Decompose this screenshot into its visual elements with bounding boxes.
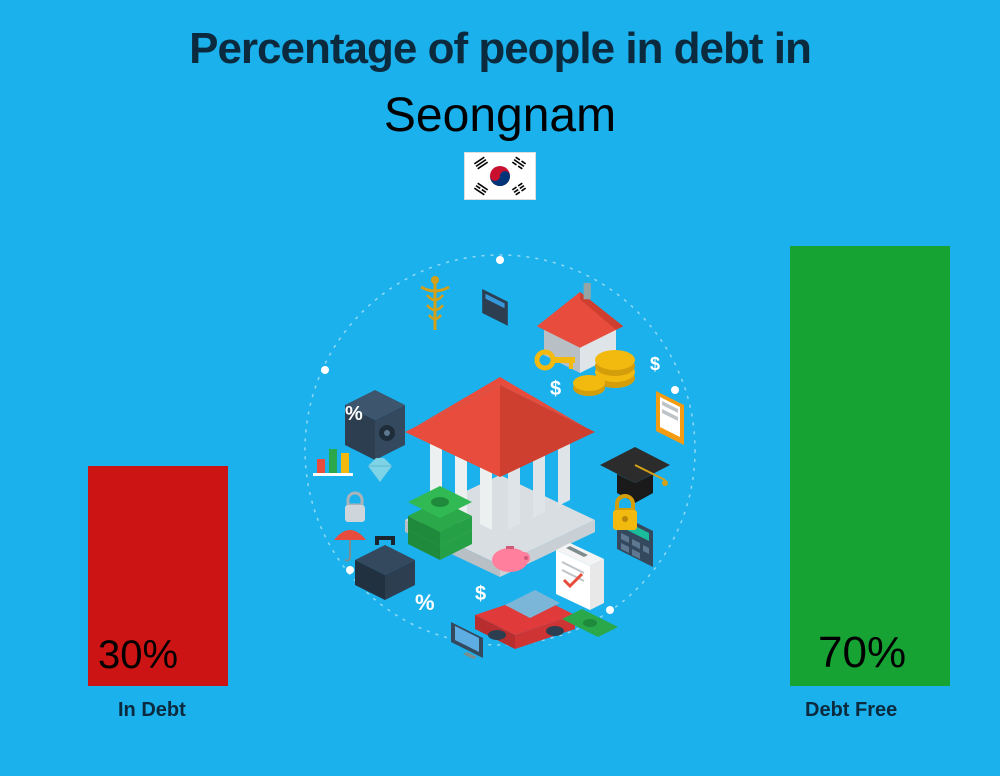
bar-chart-icon (313, 449, 353, 476)
korea-flag-icon (464, 152, 536, 200)
finance-illustration-icon: % % $ $ $ (280, 230, 720, 670)
bar-debt-free: 70% (790, 246, 950, 686)
padlock-gold-icon (613, 496, 637, 530)
bar-in-debt-label: In Debt (118, 699, 186, 722)
clipboard-icon (556, 543, 604, 610)
caduceus-icon (421, 276, 449, 330)
graduation-cap-icon (600, 447, 670, 503)
padlock-gray-icon (345, 493, 365, 522)
city-name: Seongnam (0, 88, 1000, 143)
diamond-icon (368, 458, 392, 482)
smartphone-icon (656, 391, 684, 445)
bar-in-debt: 30% (88, 466, 228, 686)
svg-text:%: % (345, 403, 363, 425)
svg-text:$: $ (650, 354, 660, 374)
svg-text:$: $ (475, 583, 486, 605)
briefcase-icon (355, 538, 415, 600)
bar-debt-free-rect (790, 246, 950, 686)
umbrella-icon (334, 530, 366, 561)
safe-icon (345, 390, 405, 460)
bar-debt-free-label: Debt Free (805, 699, 897, 722)
bar-debt-free-value: 70% (818, 628, 906, 678)
bar-in-debt-value: 30% (98, 633, 178, 678)
page-title: Percentage of people in debt in (0, 24, 1000, 74)
calculator-small-icon (482, 289, 508, 326)
svg-text:$: $ (550, 378, 561, 400)
infographic-canvas: Percentage of people in debt in Seongnam (0, 0, 1000, 776)
car-icon (475, 590, 575, 649)
svg-text:%: % (415, 590, 435, 615)
